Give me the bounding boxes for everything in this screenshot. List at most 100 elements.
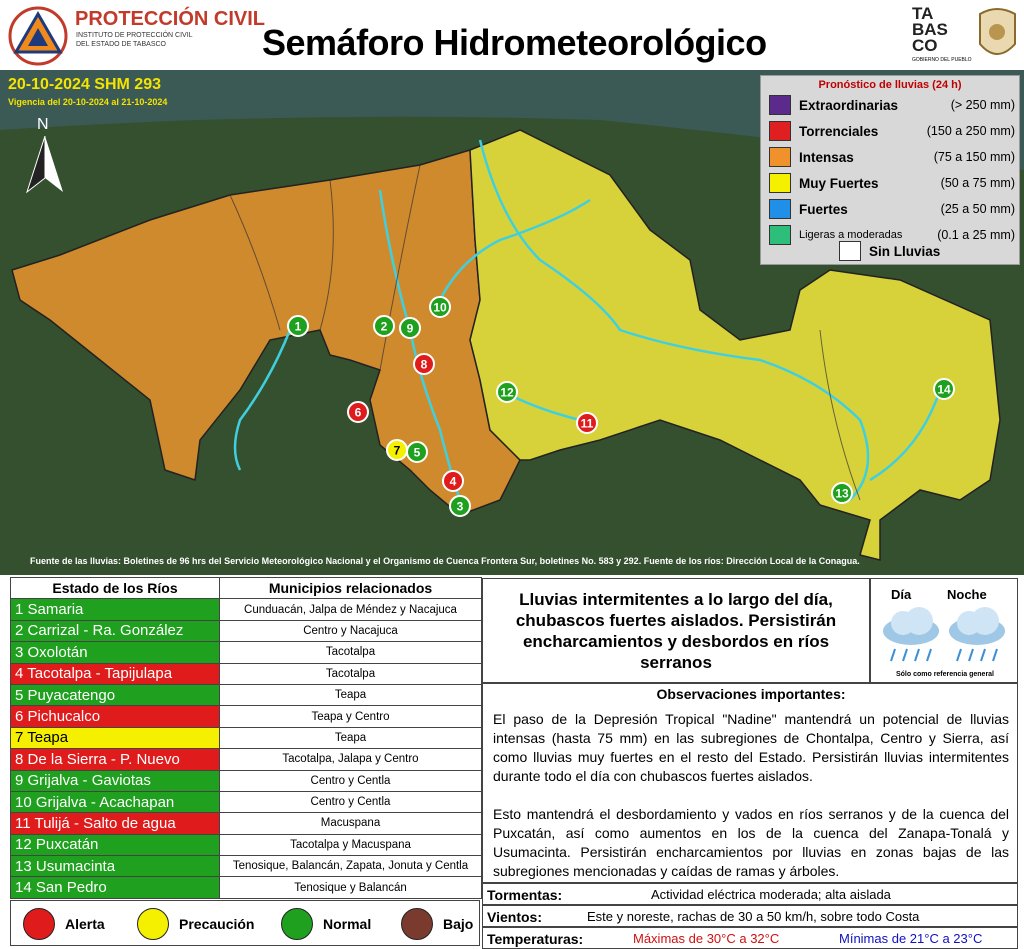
legend-item: Extraordinarias (> 250 mm) <box>769 94 1015 116</box>
river-name-cell: 14 San Pedro <box>10 876 220 899</box>
rain-cloud-icon <box>949 607 1005 662</box>
river-number: 1 <box>15 601 24 619</box>
title: Semáforo Hidrometeorológico <box>262 22 767 63</box>
status-dot <box>23 908 55 940</box>
river-name: Usumacinta <box>35 857 116 875</box>
river-row: 4 Tacotalpa - Tapijulapa Tacotalpa <box>10 662 482 685</box>
logo-line: CO <box>912 36 938 55</box>
river-number: 4 <box>15 665 24 683</box>
river-row: 9 Grijalva - Gaviotas Centro y Centla <box>10 769 482 792</box>
legend-item: Muy Fuertes (50 a 75 mm) <box>769 172 1015 194</box>
legend-name: Torrenciales <box>799 123 879 139</box>
status-legend: Alerta Precaución Normal Bajo <box>10 900 480 946</box>
river-municipios: Macuspana <box>219 812 482 835</box>
org-sub-line: INSTITUTO DE PROTECCIÓN CIVIL <box>76 32 193 39</box>
legend-item: Fuertes (25 a 50 mm) <box>769 198 1015 220</box>
river-name: Teapa <box>27 729 69 747</box>
river-number: 11 <box>15 814 31 832</box>
legend-swatch <box>769 147 791 167</box>
logo-sub: GOBIERNO DEL PUEBLO <box>912 57 972 63</box>
marker-dot <box>347 401 369 423</box>
river-name-cell: 8 De la Sierra - P. Nuevo <box>10 748 220 771</box>
river-row: 7 Teapa Teapa <box>10 726 482 750</box>
river-municipios: Centro y Nacajuca <box>219 619 482 643</box>
forecast-summary: Lluvias intermitentes a lo largo del día… <box>515 589 837 672</box>
river-marker: 5 <box>406 441 428 463</box>
observation-paragraph: Esto mantendrá el desbordamiento y vados… <box>493 806 1009 879</box>
river-name: Oxolotán <box>27 643 88 661</box>
status-item: Bajo <box>401 907 473 941</box>
logo-line: BAS <box>912 20 948 39</box>
river-municipios: Centro y Centla <box>219 769 482 792</box>
status-dot <box>137 908 169 940</box>
river-name-cell: 7 Teapa <box>10 726 220 750</box>
river-marker: 9 <box>399 317 421 339</box>
temperature-row: Temperaturas: Máximas de 30°C a 32°C Mín… <box>482 927 1018 949</box>
summary-box: Lluvias intermitentes a lo largo del día… <box>482 578 870 683</box>
org-sub: INSTITUTO DE PROTECCIÓN CIVIL DEL ESTADO… <box>76 31 193 49</box>
status-name: Normal <box>323 916 372 932</box>
river-municipios: Tacotalpa <box>219 662 482 685</box>
river-marker: 4 <box>442 470 464 492</box>
river-municipios: Centro y Centla <box>219 790 482 814</box>
legend-swatch <box>769 199 791 219</box>
river-row: 13 Usumacinta Tenosique, Balancán, Zapata… <box>10 855 482 878</box>
river-name-cell: 2 Carrizal - Ra. González <box>10 619 220 643</box>
org-name: PROTECCIÓN CIVIL <box>75 8 266 30</box>
status-dot <box>401 908 433 940</box>
marker-dot <box>449 495 471 517</box>
status-name: Bajo <box>443 916 474 932</box>
map: 1 2 3 4 5 6 7 8 9 10 11 12 13 14 20-10-2024 SHM 293 V… <box>0 70 1024 575</box>
river-name: Pichucalco <box>27 708 101 726</box>
temperature-max: Máximas de 30°C a 32°C <box>633 931 780 946</box>
river-name-cell: 10 Grijalva - Acachapan <box>10 790 220 814</box>
observations-box: Observaciones importantes: El paso de la… <box>482 683 1018 883</box>
marker-label: 6 <box>355 406 362 420</box>
coat-of-arms <box>979 8 1016 55</box>
river-marker: 3 <box>449 495 471 517</box>
marker-label: 13 <box>835 487 849 501</box>
river-number: 6 <box>15 708 24 726</box>
marker-dot <box>413 353 435 375</box>
river-name: Puxcatán <box>35 836 99 854</box>
river-name-cell: 11 Tulijá - Salto de agua <box>10 812 220 835</box>
winds-text: Este y noreste, rachas de 30 a 50 km/h, … <box>587 909 920 924</box>
legend-title: Pronóstico de lluvias (24 h) <box>818 79 962 91</box>
marker-label: 11 <box>581 417 594 431</box>
river-number: 10 <box>15 793 32 811</box>
river-marker: 7 <box>386 439 408 461</box>
river-row: 2 Carrizal - Ra. González Centro y Nacaju… <box>10 619 482 643</box>
river-municipios: Tacotalpa y Macuspana <box>219 833 482 857</box>
river-row: 10 Grijalva - Acachapan Centro y Centla <box>10 790 482 814</box>
observations-text: El paso de la Depresión Tropical "Nadine… <box>493 710 1009 881</box>
river-row: 8 De la Sierra - P. Nuevo Tacotalpa, Jala… <box>10 748 482 771</box>
marker-dot <box>399 317 421 339</box>
observations-title: Observaciones importantes: <box>656 686 846 702</box>
marker-dot <box>373 315 395 337</box>
region-intense <box>11 149 521 516</box>
legend-range: (> 250 mm) <box>950 98 1015 112</box>
marker-dot <box>831 482 853 504</box>
river-number: 12 <box>15 836 32 854</box>
river-number: 14 <box>15 879 32 897</box>
river-marker: 2 <box>373 315 395 337</box>
legend-range: (150 a 250 mm) <box>926 124 1015 138</box>
river-municipios: Teapa <box>219 726 482 750</box>
legend-item: Sin Lluvias <box>839 240 1009 262</box>
river-name-cell: 9 Grijalva - Gaviotas <box>10 769 220 792</box>
marker-label: 7 <box>394 444 401 458</box>
legend-item: Ligeras a moderadas (0.1 a 25 mm) <box>769 224 1015 246</box>
marker-dot <box>933 378 955 400</box>
legend-swatch <box>769 225 791 245</box>
storms-text: Actividad eléctrica moderada; alta aisla… <box>651 887 891 902</box>
legend-swatch <box>769 173 791 193</box>
river-name-cell: 1 Samaria <box>10 598 220 621</box>
river-row: 6 Pichucalco Teapa y Centro <box>10 705 482 728</box>
river-municipios: Tacotalpa <box>219 641 482 664</box>
org-sub-line: DEL ESTADO DE TABASCO <box>76 41 166 48</box>
temperature-min: Mínimas de 21°C a 23°C <box>839 931 983 946</box>
status-item: Normal <box>281 907 371 941</box>
river-name-cell: 3 Oxolotán <box>10 641 220 664</box>
